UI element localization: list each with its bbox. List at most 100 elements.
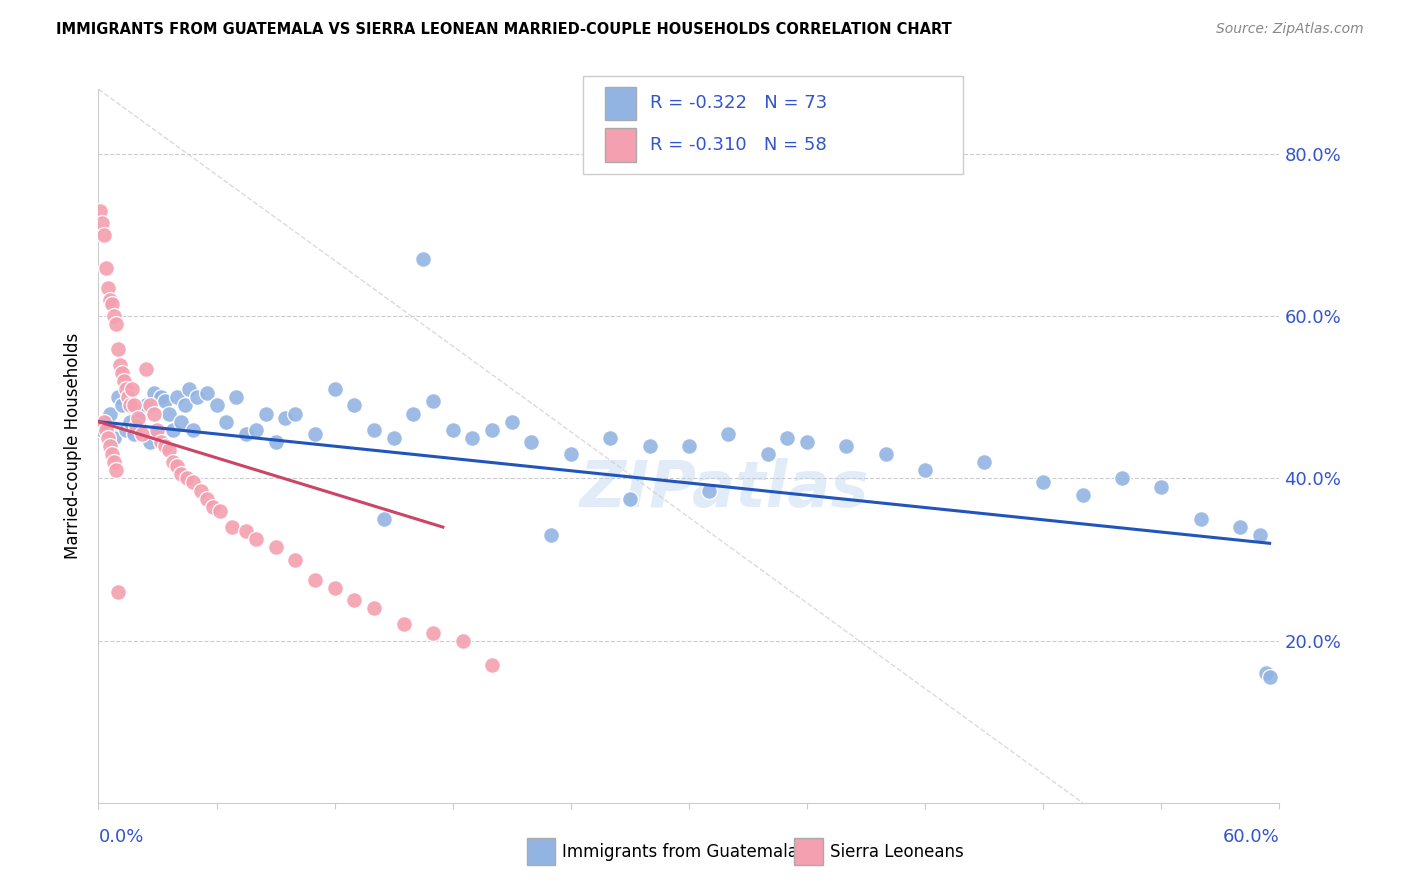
Point — [138, 399, 160, 413]
Point — [150, 390, 173, 404]
Point — [195, 491, 218, 506]
Point — [89, 203, 111, 218]
Point — [619, 491, 641, 506]
Point — [1249, 528, 1271, 542]
Point — [97, 431, 120, 445]
Point — [98, 293, 121, 307]
Point — [127, 418, 149, 433]
Point — [177, 382, 200, 396]
Point — [215, 415, 238, 429]
Point — [118, 415, 141, 429]
Point — [274, 410, 297, 425]
Point — [93, 228, 115, 243]
Point — [155, 394, 177, 409]
Point — [176, 471, 198, 485]
Point — [1071, 488, 1094, 502]
Point — [264, 434, 287, 449]
Point — [181, 423, 204, 437]
Point — [1111, 471, 1133, 485]
Point — [1189, 512, 1212, 526]
Point — [343, 593, 366, 607]
Point — [117, 390, 139, 404]
Point — [225, 390, 247, 404]
Point — [1229, 520, 1251, 534]
Point — [284, 407, 307, 421]
Point — [91, 216, 114, 230]
Text: 0.0%: 0.0% — [98, 828, 143, 846]
Point — [103, 431, 125, 445]
Text: ZIPatlas: ZIPatlas — [579, 458, 869, 520]
Point — [97, 281, 120, 295]
Point — [101, 447, 124, 461]
Point — [402, 407, 425, 421]
Point — [343, 399, 366, 413]
Point — [138, 434, 160, 449]
Point — [717, 426, 740, 441]
Point — [638, 439, 661, 453]
Point — [111, 366, 134, 380]
Point — [835, 439, 858, 453]
Point — [98, 439, 121, 453]
Point — [146, 426, 169, 441]
Point — [875, 447, 897, 461]
Point — [304, 426, 326, 441]
Point — [107, 342, 129, 356]
Point — [540, 528, 562, 542]
Point — [323, 382, 346, 396]
Point — [111, 399, 134, 413]
Point — [91, 423, 114, 437]
Point — [451, 633, 474, 648]
Point — [162, 423, 184, 437]
Point — [166, 390, 188, 404]
Point — [96, 260, 118, 275]
Point — [304, 573, 326, 587]
Point — [796, 434, 818, 449]
Point — [170, 415, 193, 429]
Point — [284, 552, 307, 566]
Point — [186, 390, 208, 404]
Point — [105, 318, 128, 332]
Point — [373, 512, 395, 526]
Point — [209, 504, 232, 518]
Point — [157, 407, 180, 421]
Point — [127, 410, 149, 425]
Point — [103, 455, 125, 469]
Point — [254, 407, 277, 421]
Text: Source: ZipAtlas.com: Source: ZipAtlas.com — [1216, 22, 1364, 37]
Point — [96, 423, 118, 437]
Point — [103, 310, 125, 324]
Point — [501, 415, 523, 429]
Point — [363, 601, 385, 615]
Point — [122, 426, 145, 441]
Point — [235, 524, 257, 538]
Point — [245, 533, 267, 547]
Point — [599, 431, 621, 445]
Text: Immigrants from Guatemala: Immigrants from Guatemala — [562, 843, 799, 861]
Point — [162, 455, 184, 469]
Point — [135, 399, 157, 413]
Point — [697, 483, 720, 498]
Point — [122, 399, 145, 413]
Point — [914, 463, 936, 477]
Point — [205, 399, 228, 413]
Point — [973, 455, 995, 469]
Point — [107, 585, 129, 599]
Point — [461, 431, 484, 445]
Point — [174, 399, 197, 413]
Point — [678, 439, 700, 453]
Point — [146, 423, 169, 437]
Point — [756, 447, 779, 461]
Point — [107, 390, 129, 404]
Point — [1150, 479, 1173, 493]
Point — [481, 657, 503, 672]
Point — [157, 443, 180, 458]
Point — [115, 382, 138, 396]
Point — [142, 407, 165, 421]
Point — [166, 459, 188, 474]
Point — [235, 426, 257, 441]
Point — [135, 362, 157, 376]
Point — [1032, 475, 1054, 490]
Point — [363, 423, 385, 437]
Text: IMMIGRANTS FROM GUATEMALA VS SIERRA LEONEAN MARRIED-COUPLE HOUSEHOLDS CORRELATIO: IMMIGRANTS FROM GUATEMALA VS SIERRA LEON… — [56, 22, 952, 37]
Point — [115, 423, 138, 437]
